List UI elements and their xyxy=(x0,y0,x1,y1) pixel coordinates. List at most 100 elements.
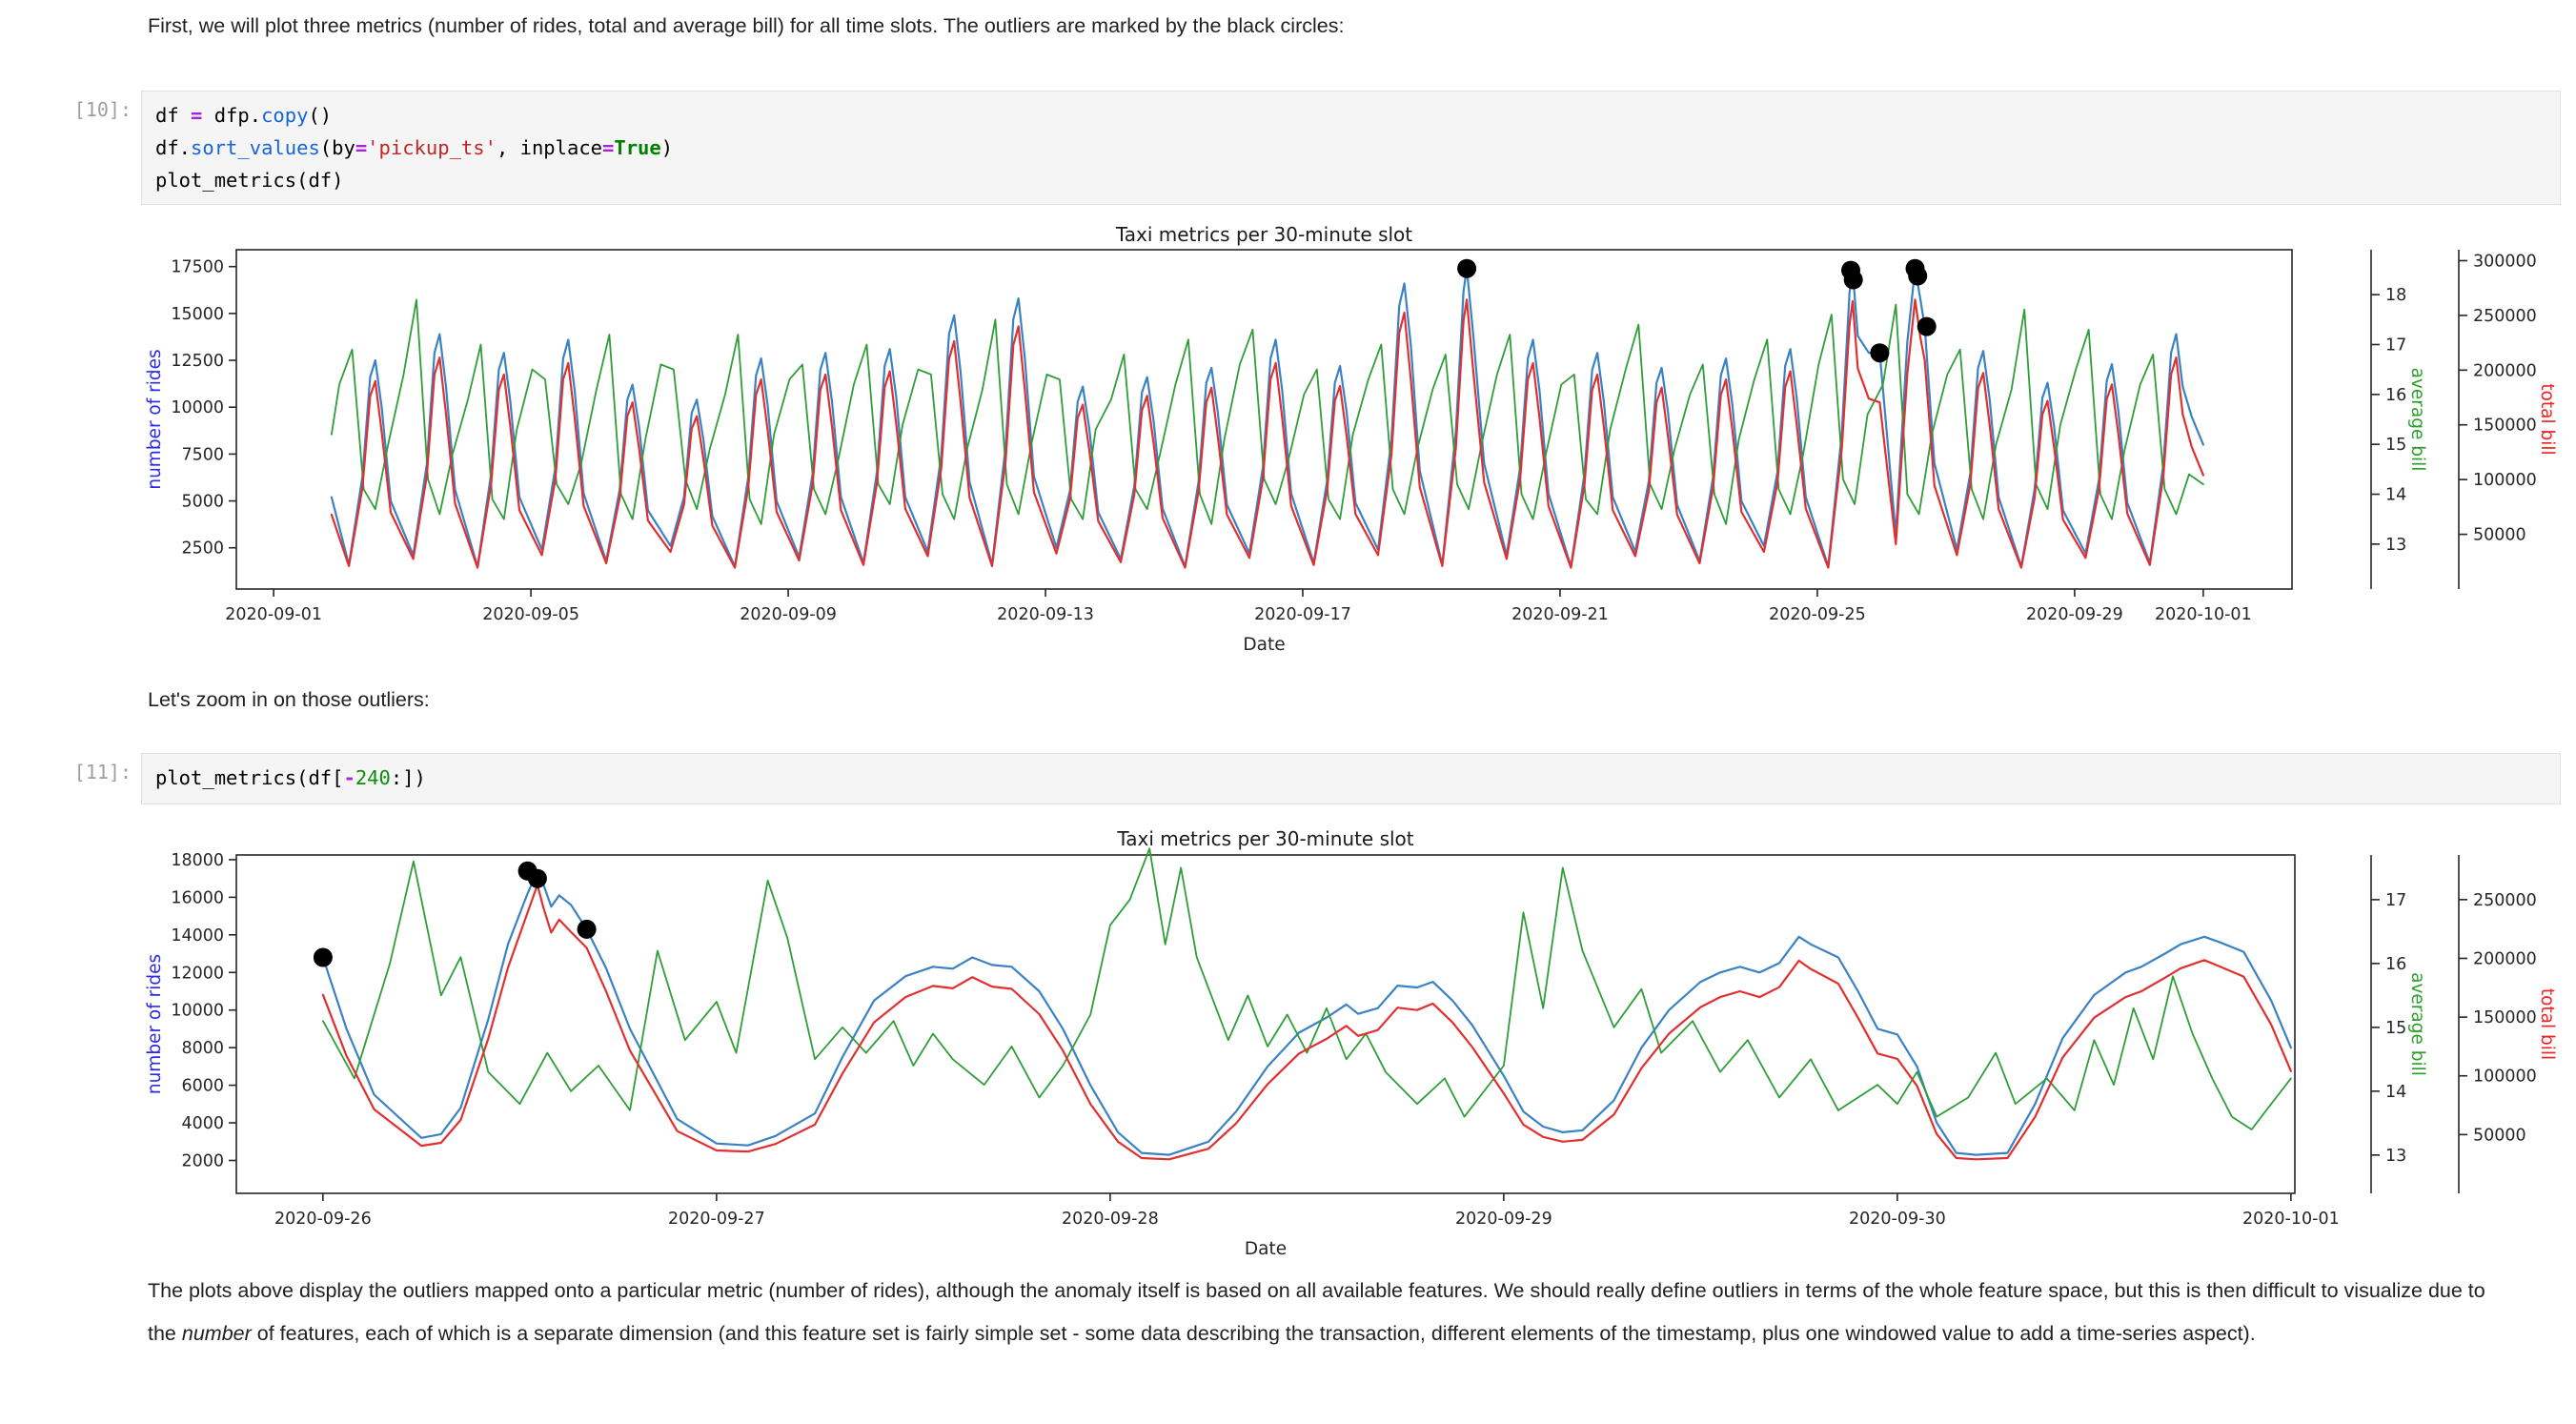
outlier-marker xyxy=(1870,343,1890,363)
total-tick-label: 50000 xyxy=(2473,526,2526,545)
y-tick-label: 15000 xyxy=(171,305,224,324)
rides-axis-label: number of rides xyxy=(145,349,165,489)
avg-tick-label: 17 xyxy=(2385,336,2406,355)
x-tick-label: 2020-09-26 xyxy=(274,1210,372,1229)
outro-markdown: The plots above display the outliers map… xyxy=(148,1270,2509,1355)
intro-markdown: First, we will plot three metrics (numbe… xyxy=(148,14,1345,37)
x-tick-label: 2020-09-25 xyxy=(1769,605,1866,624)
code-token: dfp. xyxy=(202,104,262,127)
x-tick-label: 2020-09-01 xyxy=(225,605,322,624)
avg-tick-label: 16 xyxy=(2385,386,2406,405)
code-cell-11[interactable]: plot_metrics(df[-240:]) xyxy=(141,753,2561,804)
code-token: ) xyxy=(660,136,674,159)
x-tick-label: 2020-09-28 xyxy=(1062,1210,1159,1229)
total-tick-label: 250000 xyxy=(2473,891,2537,910)
code-token: True xyxy=(614,136,661,159)
taxi-metrics-chart-all-slots: Taxi metrics per 30-minute slot 2500 5000 7… xyxy=(145,226,2557,655)
total-tick-label: 100000 xyxy=(2473,1068,2537,1087)
x-tick-label: 2020-09-13 xyxy=(997,605,1094,624)
chart-title: Taxi metrics per 30-minute slot xyxy=(1115,226,1412,246)
total-axis-label: total bill xyxy=(2537,383,2557,455)
code-editor-11[interactable]: plot_metrics(df[-240:]) xyxy=(142,754,2560,802)
chart-title: Taxi metrics per 30-minute slot xyxy=(1116,827,1413,850)
outro-text-1: The plots above display the outliers map… xyxy=(148,1279,2485,1345)
y-tick-label: 2500 xyxy=(181,539,224,559)
avg-tick-label: 13 xyxy=(2385,536,2406,555)
y-tick-label: 8000 xyxy=(181,1039,224,1058)
total-axis-label: total bill xyxy=(2537,988,2557,1060)
outlier-marker xyxy=(527,868,547,888)
outro-text-italic: number xyxy=(181,1322,252,1345)
avg-axis-label: average bill xyxy=(2407,972,2427,1076)
outlier-marker xyxy=(1843,270,1863,290)
outlier-marker xyxy=(577,919,597,939)
x-tick-label: 2020-10-01 xyxy=(2155,605,2252,624)
y-tick-label: 12000 xyxy=(171,964,224,983)
code-token: 'pickup_ts' xyxy=(367,136,497,159)
code-token: plot_metrics(df[ xyxy=(155,766,344,789)
x-tick-label: 2020-10-01 xyxy=(2242,1210,2340,1229)
code-line: plot_metrics(df[-240:]) xyxy=(155,762,2560,794)
total-tick-label: 50000 xyxy=(2473,1126,2526,1145)
code-token: plot_metrics(df) xyxy=(155,169,344,192)
total-tick-label: 150000 xyxy=(2473,1008,2537,1027)
plot-area xyxy=(235,854,2296,1194)
code-token: 240 xyxy=(355,766,391,789)
code-token: copy xyxy=(261,104,309,127)
code-token: (by xyxy=(319,136,355,159)
x-tick-label: 2020-09-27 xyxy=(668,1210,765,1229)
y-tick-label: 10000 xyxy=(171,1002,224,1021)
x-tick-label: 2020-09-17 xyxy=(1254,605,1351,624)
y-tick-label: 14000 xyxy=(171,926,224,946)
cell-prompt-10: [10]: xyxy=(73,98,132,121)
total-tick-label: 300000 xyxy=(2473,252,2537,271)
total-tick-label: 150000 xyxy=(2473,417,2537,436)
code-editor-10[interactable]: df = dfp.copy() df.sort_values(by='pickup… xyxy=(142,92,2560,204)
y-tick-label: 7500 xyxy=(181,445,224,464)
plot-area xyxy=(235,249,2293,590)
series-number-of-rides xyxy=(321,869,2292,1156)
avg-tick-label: 15 xyxy=(2385,436,2406,455)
avg-axis-label: average bill xyxy=(2407,368,2427,472)
y-tick-label: 4000 xyxy=(181,1114,224,1133)
avg-tick-label: 14 xyxy=(2385,1083,2406,1102)
y-tick-label: 10000 xyxy=(171,398,224,417)
x-axis-label: Date xyxy=(1243,635,1285,655)
avg-tick-label: 15 xyxy=(2385,1019,2406,1038)
taxi-metrics-chart-zoomed: Taxi metrics per 30-minute slot 2000 4000 6… xyxy=(145,827,2557,1259)
outlier-marker xyxy=(313,947,333,967)
code-token: () xyxy=(308,104,333,127)
code-token: - xyxy=(343,766,355,789)
code-token: = xyxy=(191,104,203,127)
avg-tick-label: 17 xyxy=(2385,891,2406,910)
outlier-marker xyxy=(1908,266,1928,286)
zoom-markdown: Let's zoom in on those outliers: xyxy=(148,688,430,711)
code-line: df = dfp.copy() xyxy=(155,99,2560,132)
series-total-bill xyxy=(330,298,2204,569)
x-axis-label: Date xyxy=(1245,1239,1287,1259)
y-tick-label: 2000 xyxy=(181,1151,224,1170)
x-tick-label: 2020-09-09 xyxy=(740,605,837,624)
outro-text-2: of features, each of which is a separate… xyxy=(251,1322,2256,1345)
y-tick-label: 12500 xyxy=(171,352,224,371)
rides-axis-label: number of rides xyxy=(145,954,165,1094)
total-tick-label: 200000 xyxy=(2473,361,2537,380)
x-tick-label: 2020-09-05 xyxy=(482,605,579,624)
code-token: df. xyxy=(155,136,192,159)
y-tick-label: 16000 xyxy=(171,888,224,907)
code-cell-10[interactable]: df = dfp.copy() df.sort_values(by='pickup… xyxy=(141,91,2561,205)
avg-tick-label: 16 xyxy=(2385,955,2406,974)
series-average-bill xyxy=(330,298,2204,525)
avg-tick-label: 18 xyxy=(2385,286,2406,305)
avg-tick-label: 14 xyxy=(2385,486,2406,505)
y-tick-label: 18000 xyxy=(171,851,224,870)
series-number-of-rides xyxy=(330,267,2204,568)
y-tick-label: 6000 xyxy=(181,1077,224,1096)
code-token: df xyxy=(155,104,192,127)
series-average-bill xyxy=(321,847,2292,1130)
code-token: = xyxy=(602,136,615,159)
code-token: , inplace xyxy=(496,136,603,159)
y-tick-label: 17500 xyxy=(171,258,224,277)
code-line: df.sort_values(by='pickup_ts', inplace=T… xyxy=(155,132,2560,164)
